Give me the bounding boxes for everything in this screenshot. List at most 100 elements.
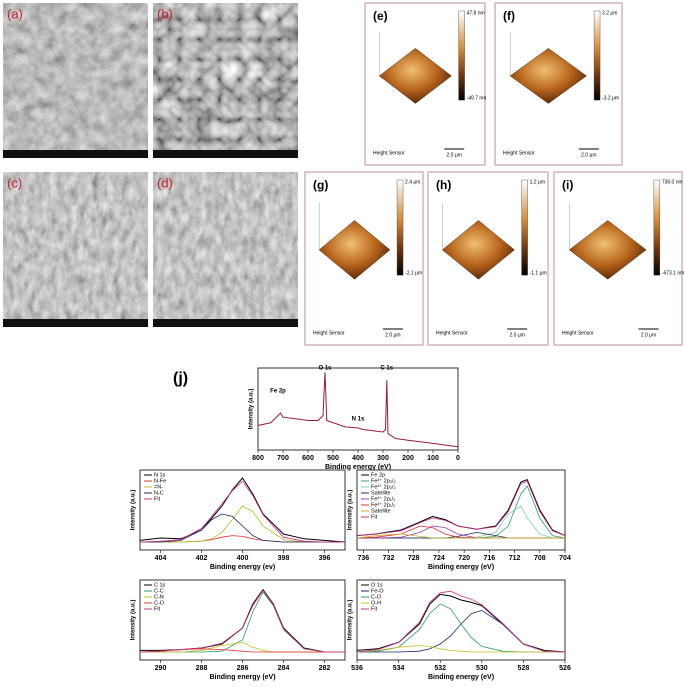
y-axis-title: Intensity (a.u.): [249, 389, 255, 430]
color-bar-min: -2.1 μm: [405, 270, 422, 276]
peak-label: Fe 2p: [270, 389, 286, 395]
x-tick-label: 400: [352, 455, 364, 462]
sensor-label: Height Sensor: [313, 330, 345, 336]
plot-frame: [356, 469, 566, 551]
legend-label: Fe 2p: [371, 472, 385, 478]
x-axis-title: Binding energy (eV): [325, 464, 391, 471]
legend-label: =N-: [154, 484, 163, 490]
x-tick-label: 700: [277, 455, 289, 462]
panel-label: (j): [173, 370, 188, 387]
legend-label: N-Fe: [154, 478, 166, 484]
plot-frame: [139, 579, 346, 661]
legend-label: Fit: [371, 606, 378, 612]
legend-label: C-C: [154, 588, 164, 594]
sem-info-bar: [3, 150, 148, 158]
series-line: [139, 589, 345, 653]
y-axis-title: Intensity (a.u.): [348, 600, 354, 641]
color-bar-min: -673.1 nm: [662, 270, 685, 276]
scale-label: 2.0 μm: [581, 152, 596, 158]
scale-label: 2.0 μm: [385, 332, 400, 338]
panel-label: (f): [503, 9, 515, 23]
x-tick-label: 534: [393, 665, 405, 672]
sem-info-bar: [153, 150, 298, 158]
x-tick-label: 500: [327, 455, 339, 462]
afm-surface: [378, 48, 452, 104]
x-tick-label: 704: [559, 555, 571, 562]
sem-image: [3, 3, 148, 158]
x-tick-label: 724: [433, 555, 445, 562]
series-line: [140, 513, 345, 543]
y-axis-title: Intensity (a.u.): [131, 490, 137, 531]
color-bar: [396, 179, 404, 276]
legend-label: O-H: [371, 600, 381, 606]
sensor-label: Height Sensor: [562, 330, 594, 336]
afm-surface: [509, 48, 587, 104]
series-line: [356, 480, 566, 536]
color-bar-max: 736.0 nm: [662, 179, 683, 185]
legend-label: Fit: [154, 606, 161, 612]
x-tick-label: 300: [377, 455, 389, 462]
panel-label: (h): [436, 178, 451, 192]
sensor-label: Height Sensor: [503, 150, 535, 156]
x-tick-label: 100: [427, 455, 439, 462]
x-tick-label: 396: [319, 555, 331, 562]
color-bar-max: 47.8 nm: [467, 10, 485, 16]
plot-frame: [257, 367, 459, 451]
legend-label: Fe³⁺ 2p₃/₂: [371, 483, 396, 490]
sem-info-bar: [3, 319, 148, 327]
peak-label: N 1s: [352, 416, 365, 422]
legend-label: N-C: [154, 490, 164, 496]
x-tick-label: 404: [155, 555, 167, 562]
x-tick-label: 286: [237, 665, 249, 672]
color-bar: [521, 179, 528, 276]
scale-label: 2.0 μm: [641, 332, 656, 338]
x-tick-label: 0: [456, 455, 460, 462]
x-tick-label: 736: [357, 555, 369, 562]
legend-label: O 1s: [371, 582, 383, 588]
color-bar-max: 3.2 μm: [602, 10, 617, 16]
sem-image: [153, 172, 298, 327]
x-axis-title: Binding energy (eV): [209, 674, 275, 681]
sensor-label: Height Sensor: [373, 150, 405, 156]
color-bar: [593, 10, 601, 101]
series-line: [356, 645, 565, 653]
legend-label: Satellite: [371, 508, 391, 514]
x-axis-title: Binding energy (eV): [428, 564, 494, 571]
peak-label: C 1s: [380, 366, 393, 372]
series-line: [356, 533, 565, 539]
panel-label: (g): [313, 178, 328, 192]
sem-info-bar: [153, 319, 298, 327]
x-tick-label: 600: [302, 455, 314, 462]
legend-label: Fit: [371, 514, 378, 520]
peak-label: O 1s: [318, 366, 332, 372]
panel-label: (d): [157, 175, 173, 190]
x-axis-title: Binding energy (ev): [210, 564, 275, 571]
x-tick-label: 288: [196, 665, 208, 672]
x-tick-label: 402: [196, 555, 208, 562]
panel-label: (c): [7, 175, 22, 190]
afm-surface: [318, 220, 391, 280]
legend-label: Satellite: [371, 490, 391, 496]
sensor-label: Height Sensor: [436, 330, 468, 336]
x-tick-label: 532: [434, 665, 446, 672]
y-axis-title: Intensity (a.u.): [131, 600, 137, 641]
x-tick-label: 200: [402, 455, 414, 462]
legend-label: C-O: [154, 600, 165, 606]
x-tick-label: 716: [484, 555, 496, 562]
x-axis-title: Binding energy (eV): [428, 674, 494, 681]
x-tick-label: 526: [559, 665, 571, 672]
color-bar-max: 2.4 μm: [405, 179, 420, 185]
afm-surface: [442, 220, 515, 280]
panel-label: (i): [562, 178, 573, 192]
sem-image: [153, 3, 298, 158]
panel-label: (b): [157, 6, 173, 21]
series-line: [356, 590, 566, 653]
x-tick-label: 732: [383, 555, 395, 562]
x-tick-label: 282: [319, 665, 331, 672]
panel-label: (a): [7, 6, 23, 21]
afm-frame: [494, 2, 623, 166]
x-tick-label: 284: [278, 665, 290, 672]
afm-surface: [568, 220, 647, 280]
x-tick-label: 530: [476, 665, 488, 672]
color-bar-min: -1.1 μm: [530, 270, 547, 276]
